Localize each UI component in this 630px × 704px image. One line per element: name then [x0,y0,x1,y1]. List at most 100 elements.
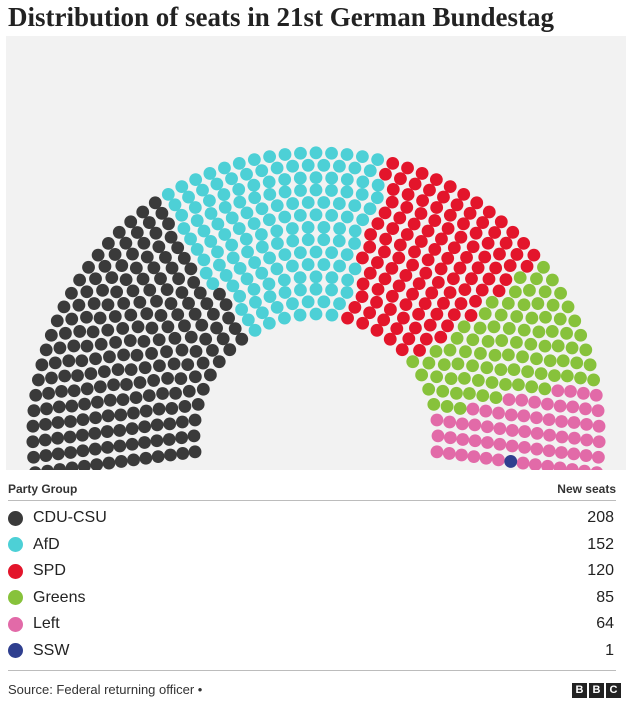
seat-cdu-csu [53,341,67,355]
seat-greens [495,334,509,347]
seat-cdu-csu [140,307,154,321]
seat-cdu-csu [89,411,102,425]
seat-cdu-csu [87,297,101,310]
seat-cdu-csu [58,369,72,383]
seat-afd [218,228,232,241]
seat-cdu-csu [119,236,133,250]
legend-label-greens: Greens [33,588,86,606]
seat-cdu-csu [167,357,181,371]
seat-afd [262,213,276,227]
seat-cdu-csu [111,363,125,377]
seat-afd [363,164,377,178]
seat-left [430,445,444,459]
legend-swatch-ssw [8,643,23,659]
seat-cdu-csu [187,429,201,443]
seat-cdu-csu [151,450,165,464]
seat-spd [441,319,454,333]
seat-cdu-csu [161,372,174,385]
seat-cdu-csu [156,387,169,400]
source-note: Source: Federal returning officer • [8,682,203,697]
seat-cdu-csu [76,428,89,442]
seat-cdu-csu [165,402,179,415]
seat-cdu-csu [115,259,129,272]
seat-greens [538,285,552,299]
seat-cdu-csu [138,361,152,375]
seat-afd [286,297,299,311]
seat-cdu-csu [124,215,138,229]
seat-afd [293,246,307,260]
seat-afd [286,197,300,210]
seat-spd [499,236,513,250]
seat-cdu-csu [51,431,65,445]
seat-afd [309,183,323,197]
seat-greens [476,389,490,402]
seat-greens [471,374,485,387]
seat-spd [441,251,455,265]
seat-afd [232,156,246,170]
seat-spd [390,322,404,336]
seat-spd [401,188,415,201]
seat-cdu-csu [148,196,162,210]
seat-cdu-csu [127,406,140,420]
seat-greens [568,314,582,328]
seat-afd [235,303,249,316]
seat-left [467,450,481,464]
seat-greens [485,295,499,309]
seat-afd [182,190,195,204]
seat-spd [386,156,400,170]
legend-header-party: Party Group [8,482,78,496]
seat-cdu-csu [84,367,98,381]
seat-greens [531,297,545,310]
seat-cdu-csu [103,393,117,407]
seat-afd [293,208,307,222]
seat-cdu-csu [195,318,209,332]
seat-afd [340,210,354,224]
seat-cdu-csu [72,298,86,312]
bbc-logo-block: B [572,683,587,698]
seat-cdu-csu [114,455,128,468]
seat-spd [494,215,508,229]
seat-afd [199,266,213,280]
seat-cdu-csu [199,332,213,346]
seat-left [431,429,445,443]
seat-cdu-csu [178,400,192,413]
seat-greens [440,400,454,413]
seat-afd [177,222,191,235]
seat-cdu-csu [189,345,203,358]
seat-left [481,436,494,449]
seat-cdu-csu [138,420,152,434]
seat-left [580,433,594,447]
seat-spd [348,300,362,314]
seat-afd [263,187,277,201]
seat-afd [168,198,182,212]
seat-spd [469,226,483,240]
seat-cdu-csu [113,439,127,453]
seat-afd [190,214,204,227]
seat-cdu-csu [223,343,237,357]
seat-cdu-csu [117,296,131,310]
seat-cdu-csu [188,307,202,321]
seat-left [492,453,505,467]
seat-spd [428,243,442,256]
seat-cdu-csu [77,459,91,470]
seat-cdu-csu [137,236,151,250]
seat-greens [543,354,557,368]
seat-cdu-csu [138,436,151,449]
seat-spd [392,251,406,265]
seat-afd [270,262,284,276]
seat-cdu-csu [97,365,111,379]
seat-cdu-csu [143,283,157,297]
seat-afd [309,171,323,185]
seat-afd [371,178,385,192]
seat-cdu-csu [64,446,77,459]
seat-cdu-csu [73,325,87,338]
seat-afd [247,178,261,192]
seat-cdu-csu [78,397,91,411]
seat-cdu-csu [125,437,139,451]
seat-afd [190,243,204,256]
seat-greens [429,345,443,358]
seat-spd [492,284,506,298]
seat-left [492,406,505,420]
seat-left [592,435,606,449]
seat-afd [325,146,338,160]
